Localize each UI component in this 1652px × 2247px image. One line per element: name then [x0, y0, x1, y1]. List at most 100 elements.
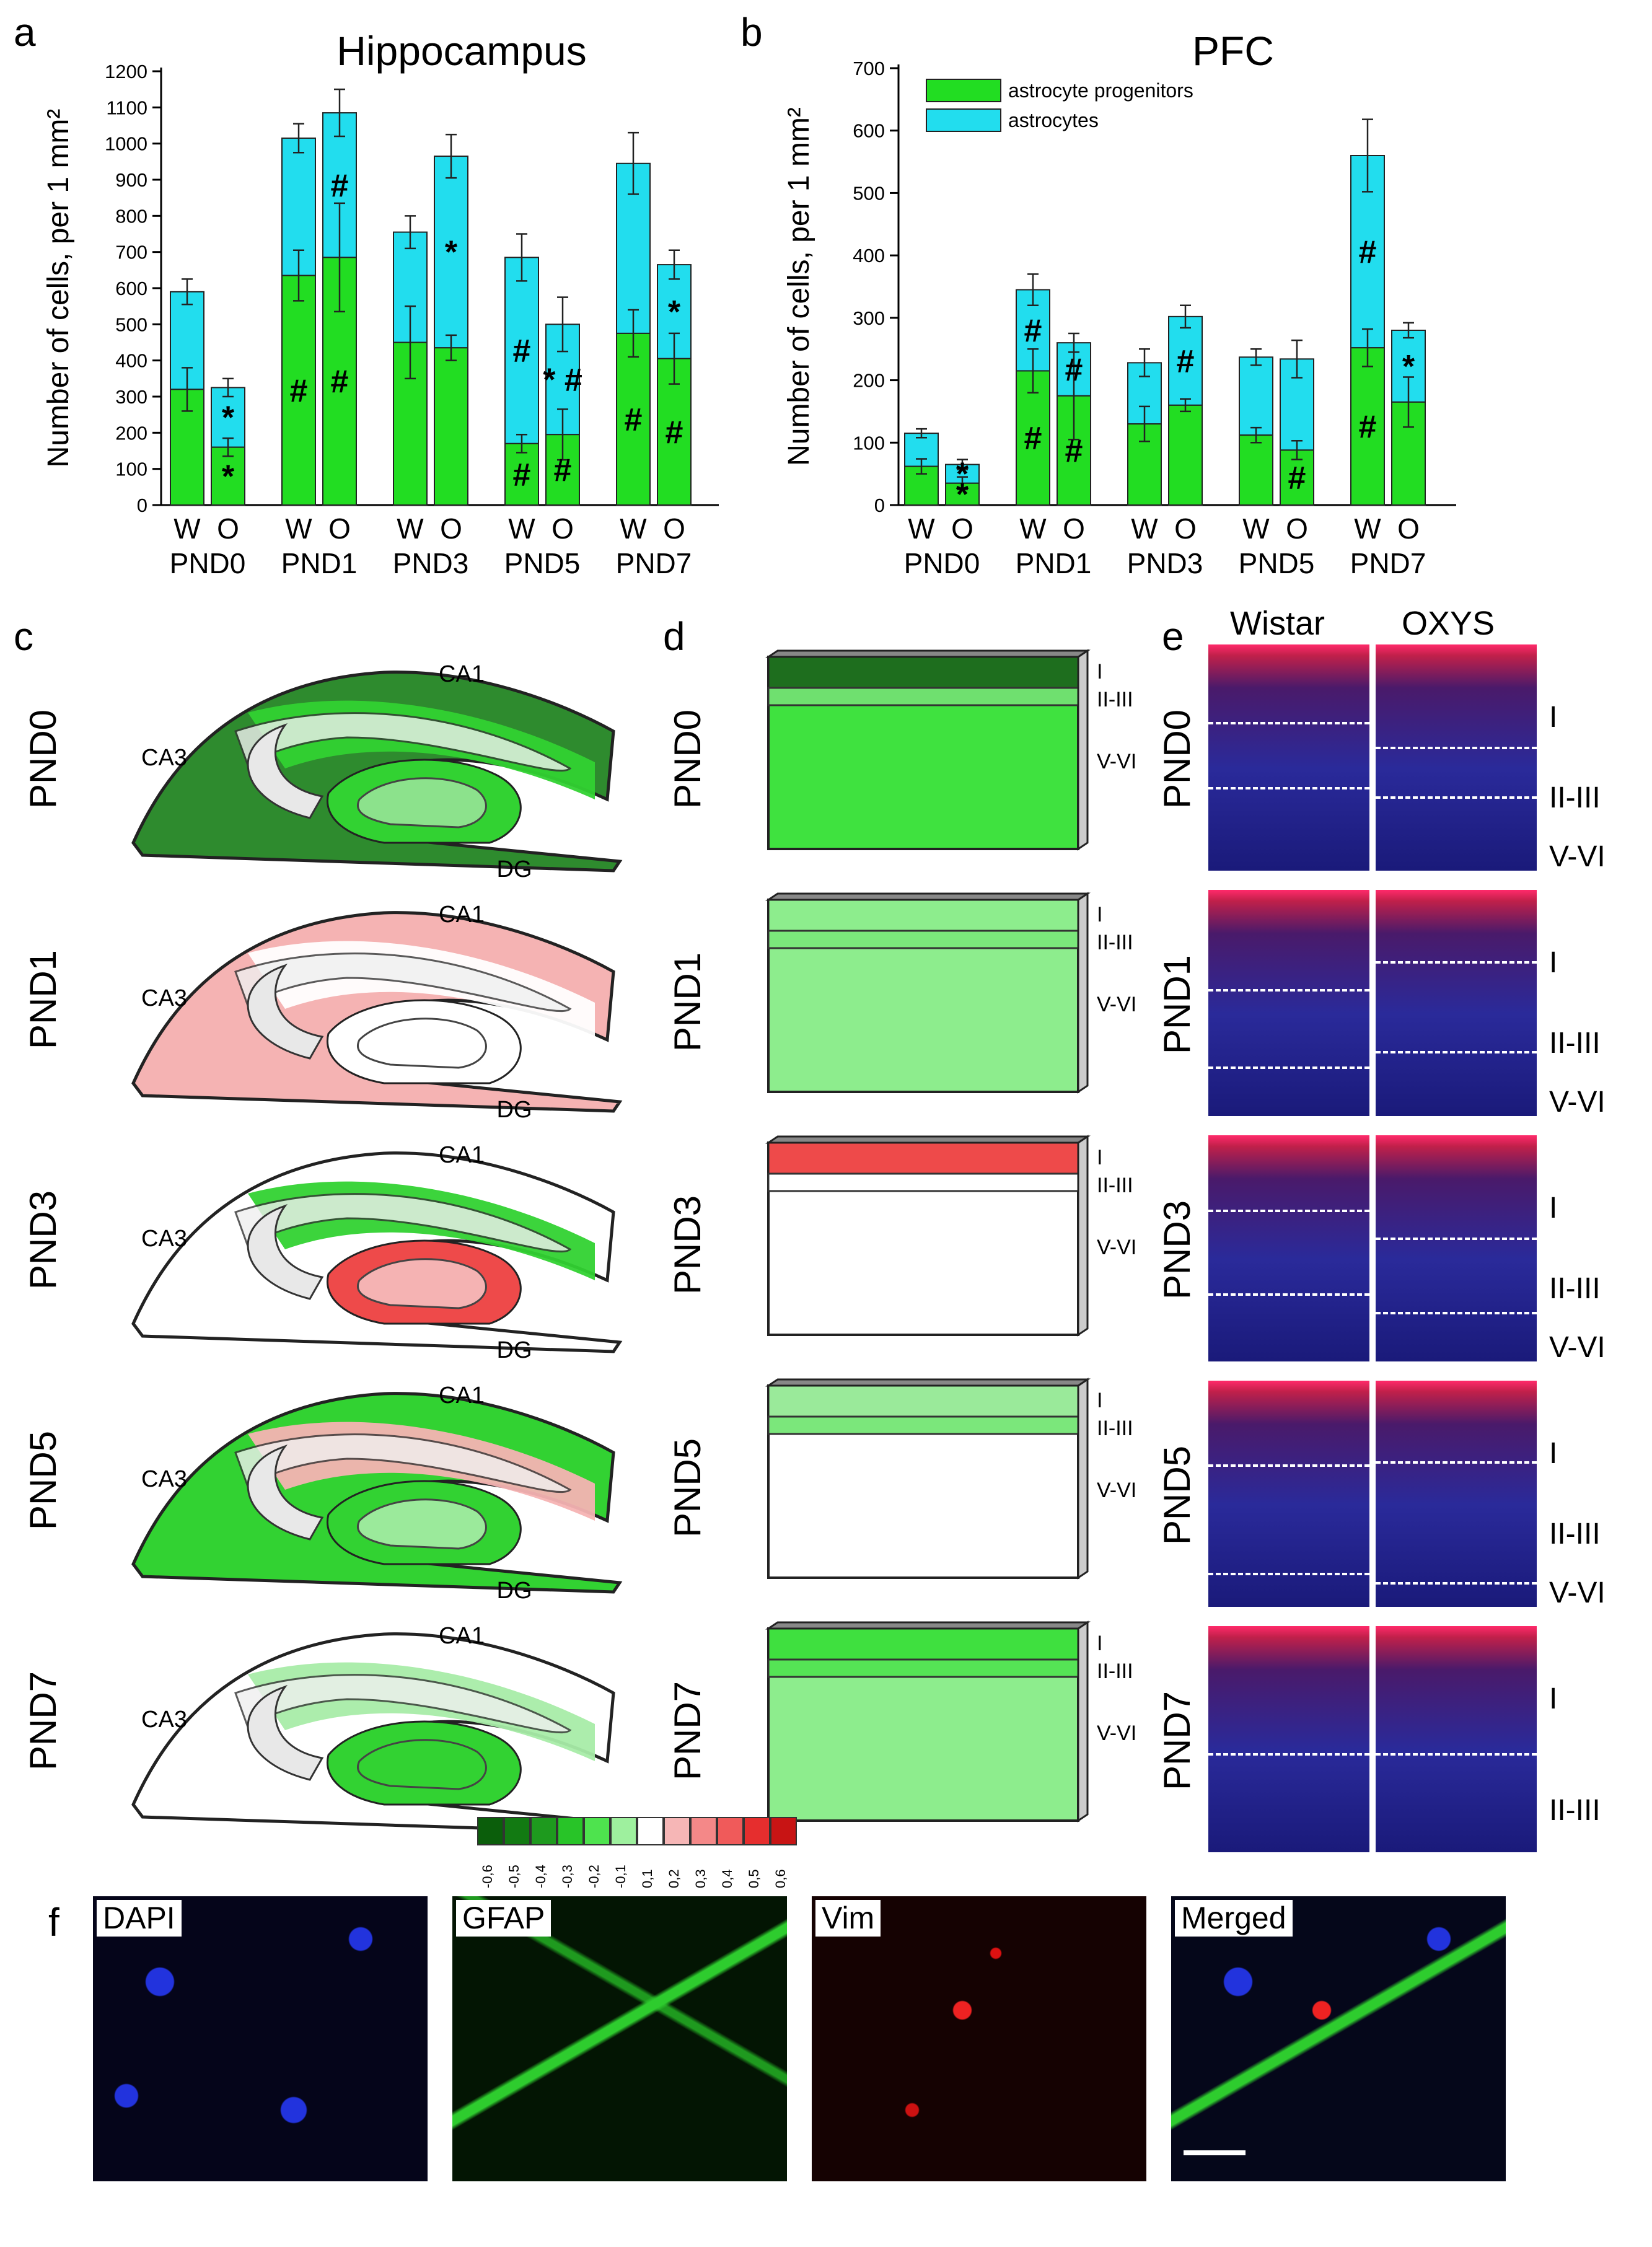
layer-boundary-line [1376, 747, 1537, 749]
legend-label: astrocytes [1008, 109, 1099, 131]
layer-boundary-line [1376, 961, 1537, 964]
bar-label: W [620, 512, 647, 545]
group-label: PND0 [170, 547, 246, 579]
layer-label-e: I [1549, 1192, 1558, 1225]
bar-label: W [285, 512, 312, 545]
micrograph-oxys [1376, 1626, 1537, 1852]
layer-boundary-line [1376, 1312, 1537, 1314]
significance-mark: # [1177, 343, 1195, 379]
significance-mark: # [513, 333, 531, 369]
micrograph-oxys [1376, 644, 1537, 871]
immunostain-merged: Merged [1171, 1896, 1506, 2181]
bar-label: W [1019, 512, 1047, 545]
layer-label-i: I [1097, 903, 1102, 926]
y-axis-label: Number of cells, per 1 mm² [783, 107, 815, 466]
significance-mark: * [956, 457, 969, 493]
panel-c-hippocampus-maps: PND0 CA1 CA3 DG PND1 CA1 CA3 DG PND3 CA1 CA3 DG PND5… [0, 657, 663, 1859]
channel-label: GFAP [456, 1900, 551, 1937]
bar-progenitors [504, 442, 539, 506]
colorbar-tick-label: -0,3 [560, 1865, 575, 1888]
colorbar-tick-label: 0,5 [746, 1869, 762, 1888]
colorbar-tick-label: -0,2 [586, 1865, 602, 1888]
bar-label: W [1131, 512, 1158, 545]
scale-bar [1184, 2150, 1246, 2155]
label-dg: DG [497, 856, 532, 882]
y-tick-label: 700 [853, 58, 885, 79]
channel-label: Merged [1175, 1900, 1293, 1937]
layer-label-i: I [1097, 1146, 1102, 1169]
col-header-wistar: Wistar [1230, 605, 1325, 642]
colorbar-swatch [584, 1817, 610, 1845]
y-tick-label: 200 [853, 370, 885, 392]
slab-top [765, 1621, 1091, 1630]
y-tick-label: 800 [115, 205, 147, 227]
bar-label: W [1354, 512, 1381, 545]
colorbar-swatch [664, 1817, 690, 1845]
significance-mark: # [1288, 460, 1306, 496]
y-tick-label: 700 [115, 242, 147, 263]
bar-label: O [951, 512, 973, 545]
layer-label-ii-iii: II-III [1097, 931, 1133, 954]
bar-label: W [1242, 512, 1270, 545]
y-tick-label: 500 [115, 314, 147, 335]
significance-mark: # [331, 364, 349, 400]
micrograph-wistar [1208, 1135, 1369, 1361]
panel-label-b: b [740, 10, 763, 55]
layer-label-ii-iii: II-III [1097, 1660, 1133, 1683]
immunostain-vim: Vim [812, 1896, 1146, 2181]
group-label: PND7 [1350, 547, 1426, 579]
cortex-schematic: I II-III V-VI [765, 1620, 1136, 1823]
colorbar-swatch [637, 1817, 664, 1845]
bar-progenitors [1350, 347, 1385, 506]
layer-label-e: I [1549, 946, 1558, 979]
micrograph-oxys [1376, 1381, 1537, 1607]
bar-label: O [551, 512, 574, 545]
cortex-schematic: I II-III V-VI [765, 1135, 1136, 1337]
panel-label-e: e [1162, 614, 1184, 659]
micrograph-oxys [1376, 1135, 1537, 1361]
channel-label: Vim [815, 1900, 881, 1937]
layer-i [767, 656, 1079, 689]
layer-label-e: V-VI [1549, 1086, 1606, 1119]
layer-label-e: V-VI [1549, 840, 1606, 873]
hippocampus-schematic: CA1 CA3 DG [131, 1142, 623, 1363]
significance-mark: # [1024, 313, 1042, 349]
bar-label: O [440, 512, 462, 545]
chart-title: Hippocampus [336, 28, 587, 74]
chart-hippocampus-svg: Hippocampus 0 100 200 300 400 500 600 700 800 900 1… [42, 28, 1456, 579]
row-label-e: PND1 [1156, 954, 1198, 1055]
slab-top [765, 1135, 1091, 1144]
group-label: PND1 [281, 547, 358, 579]
layer-label-e: II-III [1549, 1272, 1601, 1305]
colorbar-swatch [610, 1817, 637, 1845]
y-tick-label: 100 [853, 432, 885, 454]
layer-label-v-vi: V-VI [1097, 1236, 1136, 1259]
y-tick-label: 300 [853, 307, 885, 329]
label-ca1: CA1 [439, 1142, 485, 1168]
legend-swatch [926, 108, 1001, 132]
row-label-c: PND3 [22, 1190, 64, 1290]
significance-mark: * # [543, 362, 582, 398]
group-label: PND1 [1016, 547, 1092, 579]
label-ca1: CA1 [439, 1623, 485, 1649]
label-ca1: CA1 [439, 1383, 485, 1409]
slab-side [1077, 649, 1089, 851]
y-tick-label: 200 [115, 422, 147, 444]
bar-label: W [908, 512, 935, 545]
colorbar-swatch [717, 1817, 744, 1845]
bar-label: O [1286, 512, 1308, 545]
layer-boundary-line [1208, 1210, 1369, 1212]
layer-label-ii-iii: II-III [1097, 1417, 1133, 1440]
ca3-cell-layer [247, 964, 324, 1060]
dg-granule-layer [357, 1498, 487, 1550]
layer-boundary-line [1376, 1461, 1537, 1464]
colorbar-swatch [530, 1817, 557, 1845]
channel-label: DAPI [97, 1900, 182, 1937]
layer-label-e: II-III [1549, 1518, 1601, 1550]
layer-boundary-line [1208, 1066, 1369, 1069]
panel-f-immunostain: DAPI GFAP Vim Merged [93, 1896, 1611, 2188]
layer-boundary-line [1376, 1582, 1537, 1585]
row-label-c: PND1 [22, 949, 64, 1050]
panel-label-a: a [14, 10, 36, 55]
ca1-cell-layer [234, 1433, 572, 1493]
